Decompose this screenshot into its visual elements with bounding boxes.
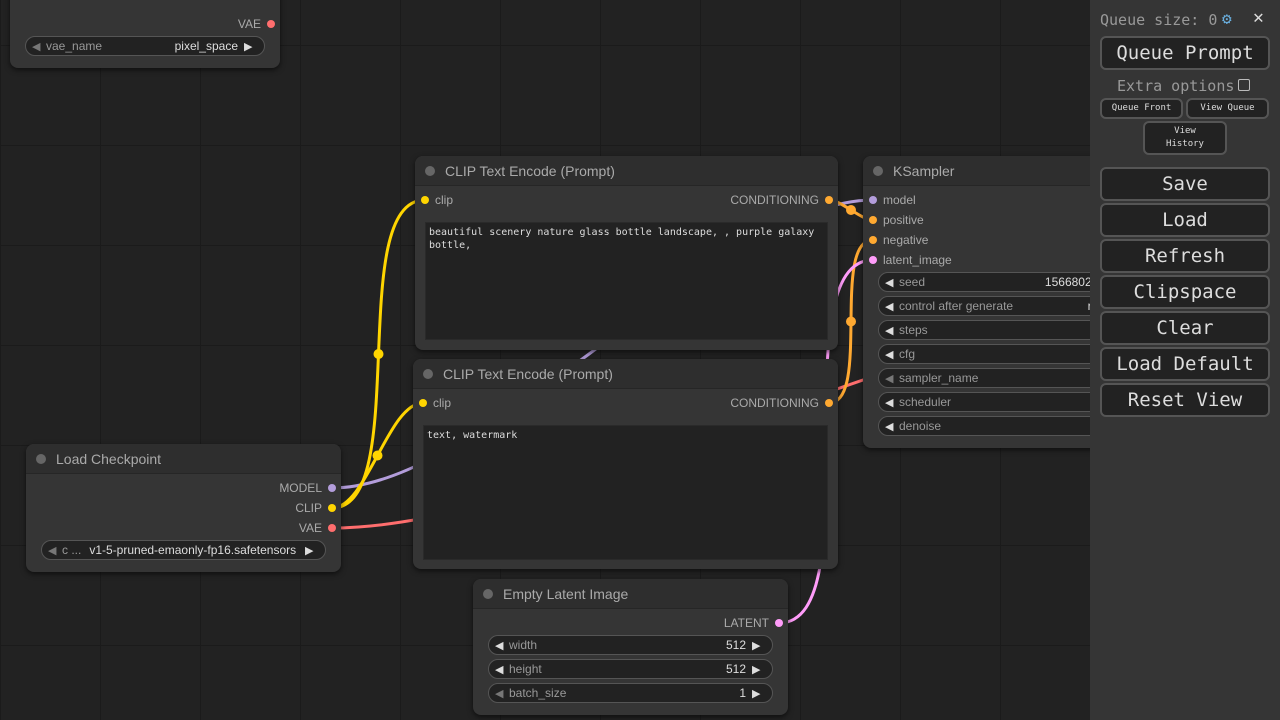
output-latent[interactable]: LATENT xyxy=(724,616,783,630)
sampler-name-widget[interactable]: ◀ sampler_name xyxy=(878,368,1090,388)
wire-midpoint[interactable] xyxy=(846,205,856,215)
output-vae[interactable]: VAE xyxy=(238,17,275,31)
collapse-dot-icon[interactable] xyxy=(483,588,493,599)
arrow-left-icon[interactable]: ◀ xyxy=(885,420,894,433)
width-widget[interactable]: ◀ width 512 ▶ xyxy=(488,635,773,655)
view-queue-button[interactable]: View Queue xyxy=(1186,98,1269,119)
port-dot[interactable] xyxy=(328,524,336,532)
height-widget[interactable]: ◀ height 512 ▶ xyxy=(488,659,773,679)
input-clip[interactable]: clip xyxy=(419,396,451,410)
graph-canvas[interactable]: VAE ◀ vae_name pixel_space ▶ CLIP Text Enco… xyxy=(0,0,1090,720)
port-dot[interactable] xyxy=(421,196,429,204)
ckpt-name-widget[interactable]: ◀ c ... v1-5-pruned-emaonly-fp16.safetenso… xyxy=(41,540,326,560)
load-button[interactable]: Load xyxy=(1100,203,1270,237)
steps-widget[interactable]: ◀ steps xyxy=(878,320,1090,340)
port-dot[interactable] xyxy=(825,196,833,204)
refresh-button[interactable]: Refresh xyxy=(1100,239,1270,273)
collapse-dot-icon[interactable] xyxy=(423,368,433,379)
arrow-left-icon[interactable]: ◀ xyxy=(885,276,894,289)
arrow-right-icon[interactable]: ▶ xyxy=(305,544,314,557)
wire-midpoint[interactable] xyxy=(373,349,384,359)
collapse-dot-icon[interactable] xyxy=(36,453,46,464)
node-title[interactable]: CLIP Text Encode (Prompt) xyxy=(413,359,838,389)
arrow-left-icon[interactable]: ◀ xyxy=(495,687,504,700)
denoise-widget[interactable]: ◀ denoise xyxy=(878,416,1090,436)
input-latent-image[interactable]: latent_image xyxy=(869,253,952,267)
arrow-right-icon[interactable]: ▶ xyxy=(752,639,761,652)
output-clip[interactable]: CLIP xyxy=(295,501,336,515)
input-positive[interactable]: positive xyxy=(869,213,924,227)
port-dot[interactable] xyxy=(825,399,833,407)
arrow-left-icon[interactable]: ◀ xyxy=(885,396,894,409)
load-default-button[interactable]: Load Default xyxy=(1100,347,1270,381)
vae-name-widget[interactable]: ◀ vae_name pixel_space ▶ xyxy=(25,36,265,56)
port-dot[interactable] xyxy=(869,196,877,204)
port-dot[interactable] xyxy=(775,619,783,627)
output-model[interactable]: MODEL xyxy=(279,481,336,495)
port-dot[interactable] xyxy=(869,216,877,224)
arrow-left-icon[interactable]: ◀ xyxy=(885,372,894,385)
extra-options-checkbox[interactable] xyxy=(1238,79,1250,91)
port-dot[interactable] xyxy=(419,399,427,407)
prompt-textarea[interactable]: beautiful scenery nature glass bottle la… xyxy=(425,222,828,340)
empty-latent-image-node[interactable]: Empty Latent Image LATENT ◀ width 512 ▶ ◀ he… xyxy=(473,579,788,715)
save-button[interactable]: Save xyxy=(1100,167,1270,201)
gear-icon[interactable]: ⚙ xyxy=(1222,9,1232,28)
arrow-left-icon[interactable]: ◀ xyxy=(48,544,57,557)
wire-midpoint[interactable] xyxy=(846,316,856,327)
arrow-right-icon[interactable]: ▶ xyxy=(244,40,253,53)
cfg-widget[interactable]: ◀ cfg xyxy=(878,344,1090,364)
input-clip[interactable]: clip xyxy=(421,193,453,207)
port-dot[interactable] xyxy=(328,484,336,492)
load-checkpoint-node[interactable]: Load Checkpoint MODEL CLIP VAE ◀ c ... v1-… xyxy=(26,444,341,572)
queue-front-button[interactable]: Queue Front xyxy=(1100,98,1183,119)
node-title[interactable]: KSampler xyxy=(863,156,1090,186)
output-vae[interactable]: VAE xyxy=(299,521,336,535)
arrow-left-icon[interactable]: ◀ xyxy=(495,639,504,652)
clipspace-button[interactable]: Clipspace xyxy=(1100,275,1270,309)
vae-loader-node[interactable]: VAE ◀ vae_name pixel_space ▶ xyxy=(10,0,280,68)
reset-view-button[interactable]: Reset View xyxy=(1100,383,1270,417)
output-conditioning[interactable]: CONDITIONING xyxy=(730,193,833,207)
ksampler-node[interactable]: KSampler model positive negative latent_… xyxy=(863,156,1090,448)
view-history-button[interactable]: View History xyxy=(1143,121,1227,155)
node-title[interactable]: Empty Latent Image xyxy=(473,579,788,609)
arrow-left-icon[interactable]: ◀ xyxy=(885,324,894,337)
arrow-left-icon[interactable]: ◀ xyxy=(32,40,41,53)
batch-size-widget[interactable]: ◀ batch_size 1 ▶ xyxy=(488,683,773,703)
close-icon[interactable]: ✕ xyxy=(1253,7,1264,28)
seed-widget[interactable]: ◀seed156680208 xyxy=(878,272,1090,292)
input-model[interactable]: model xyxy=(869,193,916,207)
queue-prompt-button[interactable]: Queue Prompt xyxy=(1100,36,1270,70)
output-conditioning[interactable]: CONDITIONING xyxy=(730,396,833,410)
queue-size: Queue size: 0 xyxy=(1100,11,1218,29)
arrow-right-icon[interactable]: ▶ xyxy=(752,663,761,676)
scheduler-widget[interactable]: ◀ scheduler xyxy=(878,392,1090,412)
sidebar-menu: Queue size: 0 ⚙ ✕ Queue Prompt Extra opt… xyxy=(1090,0,1280,720)
node-title[interactable]: Load Checkpoint xyxy=(26,444,341,474)
arrow-right-icon[interactable]: ▶ xyxy=(752,687,761,700)
control-after-generate-widget[interactable]: ◀control after generateran xyxy=(878,296,1090,316)
port-dot[interactable] xyxy=(267,20,275,28)
port-dot[interactable] xyxy=(869,236,877,244)
input-negative[interactable]: negative xyxy=(869,233,928,247)
port-dot[interactable] xyxy=(869,256,877,264)
node-title[interactable]: CLIP Text Encode (Prompt) xyxy=(415,156,838,186)
arrow-left-icon[interactable]: ◀ xyxy=(495,663,504,676)
collapse-dot-icon[interactable] xyxy=(873,165,883,176)
arrow-left-icon[interactable]: ◀ xyxy=(885,300,894,313)
prompt-textarea[interactable]: text, watermark xyxy=(423,425,828,560)
collapse-dot-icon[interactable] xyxy=(425,165,435,176)
clip-text-encode-negative-node[interactable]: CLIP Text Encode (Prompt) clip CONDITION… xyxy=(413,359,838,569)
port-dot[interactable] xyxy=(328,504,336,512)
wire-midpoint[interactable] xyxy=(372,450,383,461)
clear-button[interactable]: Clear xyxy=(1100,311,1270,345)
arrow-left-icon[interactable]: ◀ xyxy=(885,348,894,361)
extra-options-label: Extra options xyxy=(1117,77,1235,95)
clip-text-encode-positive-node[interactable]: CLIP Text Encode (Prompt) clip CONDITION… xyxy=(415,156,838,350)
